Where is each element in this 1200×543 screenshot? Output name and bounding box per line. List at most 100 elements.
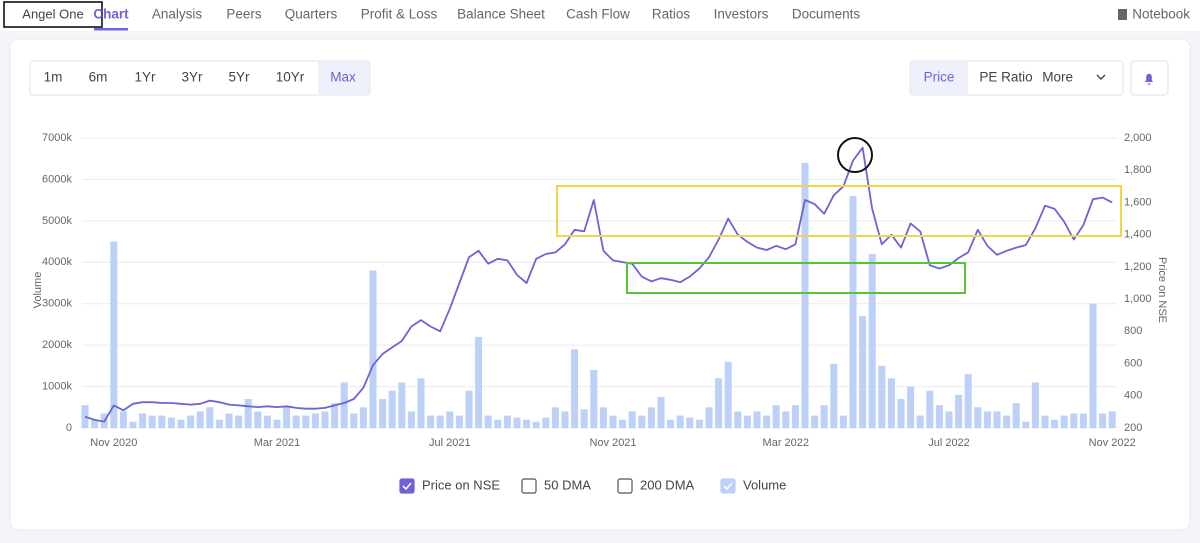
volume-bar [321,411,329,428]
volume-bar [475,336,483,428]
volume-bar [743,415,751,428]
range-button[interactable]: Max [330,70,356,85]
x-tick-label: Nov 2022 [1089,437,1136,449]
volume-bar [1031,382,1039,428]
volume-bar [859,316,867,428]
range-button[interactable]: 1Yr [134,70,156,85]
volume-bar [1070,413,1078,428]
nav-tab[interactable]: Investors [714,7,769,22]
volume-bar [772,405,780,428]
check-mark [402,482,412,491]
legend-checkbox[interactable] [720,478,736,494]
chart: 0 1000k 2000k 3000k 4000k 5000k 6000k 7000k 200 4… [32,132,1168,449]
metric-button[interactable]: PE Ratio [979,70,1032,85]
volume-bar [676,415,684,428]
y2-tick-label: 1,000 [1124,293,1152,305]
volume-bar [955,394,963,428]
card [9,38,1191,531]
nav-tab[interactable]: Profit & Loss [361,7,438,22]
y-tick-label: 4000k [42,256,72,268]
nav-tab[interactable]: Balance Sheet [457,7,545,22]
active-tab-underline [94,28,128,31]
legend-checkbox[interactable] [521,478,537,494]
volume-bar [695,419,703,428]
y2-tick-label: 400 [1124,390,1142,402]
y2-tick-label: 1,600 [1124,196,1152,208]
volume-bar [571,349,579,428]
peak-circle [837,137,873,173]
nav-tab[interactable]: Ratios [652,7,691,22]
nav-tab[interactable]: Documents [792,7,861,22]
legend-label[interactable]: 200 DMA [640,477,695,492]
nav-tab[interactable]: Peers [226,7,262,22]
volume-bar [446,411,454,428]
legend-checkbox[interactable] [617,478,633,494]
volume-bar [734,411,742,428]
y2-tick-label: 1,400 [1124,229,1152,241]
volume-bar [331,403,339,428]
volume-bar [455,415,463,428]
volume-bar [110,241,118,428]
volume-bar [206,407,214,428]
volume-bar [81,405,89,428]
volume-bar [868,254,876,428]
y2-axis-label: Price on NSE [1156,257,1168,323]
y-tick-label: 2000k [42,339,72,351]
volume-bar [897,399,905,428]
volume-bar [830,363,838,428]
volume-bar [359,407,367,428]
volume-bar [484,415,492,428]
company-name[interactable]: Angel One [22,6,83,21]
volume-bar [129,421,137,428]
nav-tab[interactable]: Chart [93,7,129,22]
volume-bar [302,415,310,428]
volume-bar [513,417,521,428]
range-button[interactable]: 1m [44,70,63,85]
range-button[interactable]: 3Yr [181,70,203,85]
legend-label[interactable]: Volume [743,477,786,492]
volume-bar [1079,413,1087,428]
y-tick-label: 7000k [42,132,72,144]
volume-bar [551,407,559,428]
y2-tick-label: 200 [1124,422,1142,434]
volume-bar [993,411,1001,428]
legend-checkbox[interactable] [399,478,415,494]
range-button[interactable]: 6m [89,70,108,85]
metric-button[interactable]: More [1042,70,1073,85]
check-mark [723,482,733,491]
volume-bar [311,413,319,428]
nav-tab[interactable]: Quarters [285,7,338,22]
volume-bar [196,411,204,428]
range-button[interactable]: 10Yr [276,70,305,85]
volume-bar [724,361,732,428]
volume-bar [628,411,636,428]
y2-tick-label: 600 [1124,357,1142,369]
nav-tab[interactable]: Cash Flow [566,7,630,22]
nav-tab[interactable]: Analysis [152,7,203,22]
volume-bar [340,382,348,428]
range-button[interactable]: 5Yr [228,70,250,85]
y2-tick-label: 1,800 [1124,164,1152,176]
volume-bar [945,411,953,428]
x-tick-label: Mar 2021 [254,437,300,449]
y2-tick-label: 2,000 [1124,132,1152,144]
volume-bar [916,415,924,428]
volume-bar [119,411,127,428]
metric-button[interactable]: Price [924,70,955,85]
legend-label[interactable]: Price on NSE [422,477,500,492]
volume-bar [782,411,790,428]
volume-bar [273,419,281,428]
volume-bar [523,419,531,428]
volume-bar [388,390,396,428]
volume-bar [494,419,502,428]
legend-label[interactable]: 50 DMA [544,477,591,492]
volume-bar [638,415,646,428]
highlight-box-green [626,262,966,294]
x-tick-label: Jul 2021 [429,437,471,449]
y2-tick-label: 1,200 [1124,261,1152,273]
volume-bar [667,419,675,428]
notebook-link[interactable]: Notebook [1132,7,1190,22]
volume-bar [849,196,857,428]
